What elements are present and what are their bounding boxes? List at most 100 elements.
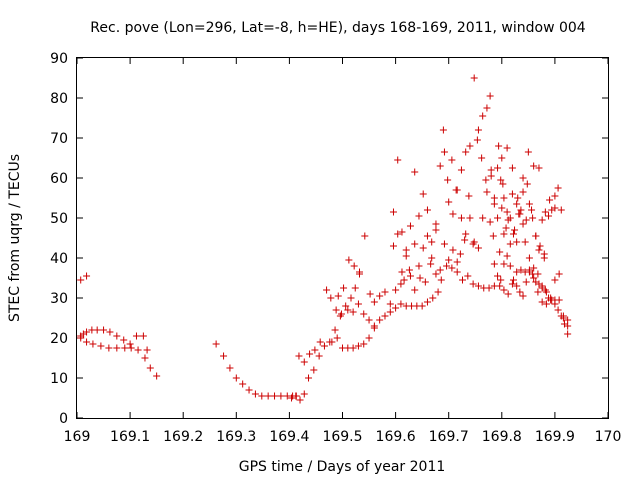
data-point: [411, 286, 419, 294]
data-point: [487, 166, 495, 174]
data-point: [386, 308, 394, 316]
data-point: [500, 194, 508, 202]
data-point: [397, 300, 405, 308]
y-tick-label: 20: [50, 331, 68, 347]
data-point: [474, 282, 482, 290]
data-point: [445, 256, 453, 264]
data-point: [469, 280, 477, 288]
data-point: [264, 392, 272, 400]
data-point: [331, 326, 339, 334]
x-tick-label: 169.9: [535, 429, 575, 445]
data-point: [105, 344, 113, 352]
y-axis-ticks: 0 10 20 30 40 50 60 70 80 90: [50, 51, 608, 427]
data-point: [462, 230, 470, 238]
data-point: [500, 286, 508, 294]
data-point: [519, 292, 527, 300]
x-tick-label: 169.5: [322, 429, 362, 445]
data-point: [506, 240, 514, 248]
data-point: [453, 268, 461, 276]
x-tick-label: 169.7: [429, 429, 469, 445]
data-point: [360, 340, 368, 348]
data-point: [77, 334, 85, 342]
data-point: [411, 168, 419, 176]
data-point: [498, 154, 506, 162]
data-point: [521, 238, 529, 246]
data-point: [428, 238, 436, 246]
y-axis-label: STEC from uqrg / TECUs: [7, 154, 23, 322]
data-point: [479, 112, 487, 120]
data-point: [440, 148, 448, 156]
plot-frame: [76, 57, 609, 419]
data-point: [494, 164, 502, 172]
data-point: [295, 352, 303, 360]
data-point: [555, 296, 563, 304]
data-point: [554, 306, 562, 314]
data-point: [306, 350, 314, 358]
data-point: [449, 246, 457, 254]
data-point: [347, 294, 355, 302]
data-point: [419, 244, 427, 252]
data-point: [495, 142, 503, 150]
data-point: [525, 254, 533, 262]
data-point: [394, 156, 402, 164]
data-point: [490, 200, 498, 208]
data-point: [389, 208, 397, 216]
data-point: [483, 104, 491, 112]
data-point: [406, 222, 414, 230]
data-point: [509, 230, 517, 238]
data-point: [497, 276, 505, 284]
data-point: [554, 184, 562, 192]
data-point: [376, 292, 384, 300]
data-point: [320, 342, 328, 350]
data-point: [77, 276, 85, 284]
data-point: [126, 340, 134, 348]
data-point: [490, 260, 498, 268]
data-point: [97, 342, 105, 350]
data-point: [342, 302, 350, 310]
data-point: [486, 218, 494, 226]
data-point: [513, 282, 521, 290]
data-point: [494, 214, 502, 222]
data-point: [473, 136, 481, 144]
data-point: [534, 270, 542, 278]
data-point: [153, 372, 161, 380]
data-point: [239, 380, 247, 388]
data-point: [555, 270, 563, 278]
data-point: [515, 210, 523, 218]
data-point: [525, 200, 533, 208]
data-point: [292, 392, 300, 400]
data-point: [434, 288, 442, 296]
data-point: [466, 142, 474, 150]
data-point: [415, 262, 423, 270]
data-point: [532, 232, 540, 240]
data-point: [389, 242, 397, 250]
y-tick-label: 10: [50, 371, 68, 387]
data-point: [381, 312, 389, 320]
data-point: [483, 188, 491, 196]
data-point: [344, 306, 352, 314]
data-point: [542, 288, 550, 296]
data-point: [351, 284, 359, 292]
data-point: [564, 330, 572, 338]
data-point: [436, 162, 444, 170]
data-point: [436, 266, 444, 274]
data-point: [406, 272, 414, 280]
data-point: [453, 258, 461, 266]
data-point: [474, 244, 482, 252]
data-point: [506, 262, 514, 270]
data-point: [504, 216, 512, 224]
data-point: [402, 246, 410, 254]
data-point: [457, 214, 465, 222]
data-point: [502, 224, 510, 232]
data-point: [411, 240, 419, 248]
data-point: [419, 190, 427, 198]
data-point: [524, 148, 532, 156]
data-point: [513, 200, 521, 208]
data-point: [464, 272, 472, 280]
data-point: [503, 208, 511, 216]
data-point: [316, 338, 324, 346]
data-point: [459, 276, 467, 284]
data-point: [89, 340, 97, 348]
data-point: [100, 326, 108, 334]
